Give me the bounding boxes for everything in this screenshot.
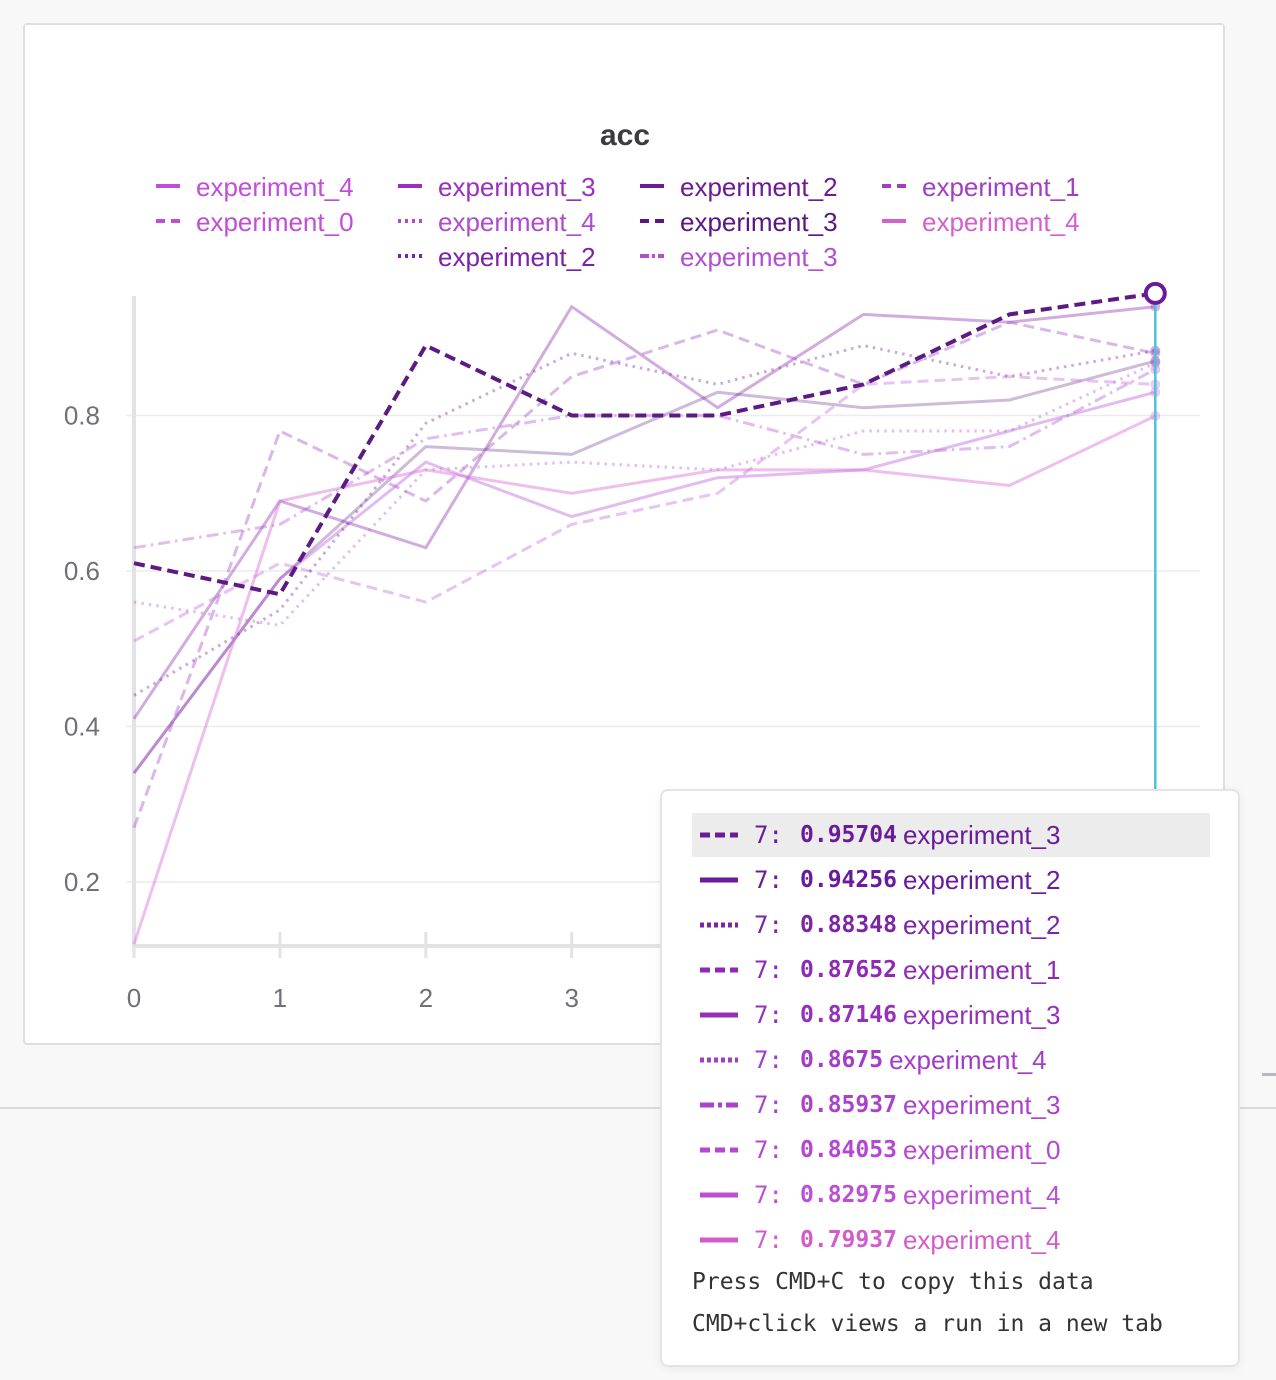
- tooltip-value: 0.87652: [800, 957, 897, 983]
- tooltip-row[interactable]: 7: 0.95704 experiment_3: [692, 813, 1210, 857]
- tooltip-swatch: [700, 1057, 738, 1063]
- tooltip-run-name: experiment_1: [902, 954, 1061, 985]
- legend-item[interactable]: experiment_4: [398, 207, 596, 237]
- tooltip-step: 7:: [754, 1181, 783, 1209]
- x-tick-label: 3: [564, 983, 578, 1013]
- legend-label: experiment_4: [922, 207, 1080, 237]
- legend-item[interactable]: experiment_3: [640, 207, 838, 237]
- legend-item[interactable]: experiment_4: [882, 207, 1080, 237]
- legend-label: experiment_4: [438, 207, 596, 237]
- section-divider: [0, 1107, 1276, 1109]
- tooltip-swatch: [700, 832, 738, 838]
- tooltip-row[interactable]: 7: 0.88348 experiment_2: [692, 903, 1210, 947]
- hover-marker: [1143, 281, 1167, 305]
- tooltip-row[interactable]: 7: 0.79937 experiment_4: [692, 1218, 1210, 1262]
- tooltip-step: 7:: [754, 1136, 783, 1164]
- legend-item[interactable]: experiment_4: [156, 172, 354, 202]
- tooltip-value: 0.79937: [800, 1227, 897, 1253]
- tooltip-value: 0.8675: [800, 1047, 884, 1073]
- tooltip-value: 0.95704: [800, 822, 897, 848]
- tooltip-swatch: [700, 1237, 738, 1243]
- tooltip-step: 7:: [754, 821, 783, 849]
- series-line-experiment_3[interactable]: [132, 305, 1156, 720]
- tooltip-value: 0.94256: [800, 867, 897, 893]
- tooltip-run-name: experiment_3: [902, 1089, 1061, 1120]
- series-line-experiment_2[interactable]: [133, 344, 1156, 697]
- legend-label: experiment_4: [196, 172, 354, 202]
- tooltip-step: 7:: [754, 1046, 783, 1074]
- series-line-experiment_2[interactable]: [132, 359, 1156, 775]
- x-tick-label: 1: [273, 983, 287, 1013]
- legend-item[interactable]: experiment_3: [640, 242, 838, 272]
- tooltip-row[interactable]: 7: 0.85937 experiment_3: [692, 1083, 1210, 1127]
- tooltip-run-name: experiment_3: [902, 819, 1061, 850]
- tooltip-value: 0.85937: [800, 1092, 897, 1118]
- tooltip-value: 0.88348: [800, 912, 897, 938]
- tooltip-swatch: [700, 1102, 738, 1108]
- tooltip-step: 7:: [754, 1226, 783, 1254]
- tooltip-swatch: [700, 967, 738, 973]
- legend-label: experiment_2: [680, 172, 838, 202]
- legend-item[interactable]: experiment_2: [398, 242, 596, 272]
- legend-label: experiment_0: [196, 207, 354, 237]
- legend-label: experiment_1: [922, 172, 1080, 202]
- y-tick-label: 0.4: [64, 712, 100, 742]
- tooltip-swatch: [700, 1012, 738, 1018]
- tooltip-row[interactable]: 7: 0.87146 experiment_3: [692, 993, 1210, 1037]
- resize-handle[interactable]: [1262, 1073, 1276, 1076]
- tooltip-run-name: experiment_4: [889, 1044, 1047, 1075]
- tooltip-swatch: [700, 1192, 738, 1198]
- tooltip-step: 7:: [754, 866, 783, 894]
- tooltip-row[interactable]: 7: 0.94256 experiment_2: [692, 858, 1210, 902]
- tooltip-row[interactable]: 7: 0.82975 experiment_4: [692, 1173, 1210, 1217]
- y-tick-label: 0.6: [64, 556, 100, 586]
- series-line-experiment_4[interactable]: [133, 361, 1156, 627]
- tooltip-swatch: [700, 877, 738, 883]
- tooltip-row[interactable]: 7: 0.8675 experiment_4: [692, 1038, 1210, 1082]
- legend-label: experiment_3: [438, 172, 596, 202]
- legend-label: experiment_3: [680, 207, 838, 237]
- x-tick-label: 2: [419, 983, 433, 1013]
- tooltip-run-name: experiment_2: [902, 909, 1061, 940]
- tooltip-copy-hint: Press CMD+C to copy this data: [692, 1269, 1094, 1295]
- tooltip-step: 7:: [754, 911, 783, 939]
- series-line-experiment_4[interactable]: [132, 390, 1156, 775]
- x-tick-label: 0: [127, 983, 141, 1013]
- legend-item[interactable]: experiment_3: [398, 172, 596, 202]
- tooltip-row[interactable]: 7: 0.87652 experiment_1: [692, 948, 1210, 992]
- tooltip-run-name: experiment_2: [902, 864, 1061, 895]
- tooltip-run-name: experiment_4: [902, 1179, 1061, 1210]
- series-line-experiment_3[interactable]: [133, 291, 1156, 597]
- series-line-experiment_3[interactable]: [133, 367, 1157, 550]
- chart-title: acc: [600, 119, 650, 152]
- tooltip-newtab-hint: CMD+click views a run in a new tab: [692, 1311, 1163, 1337]
- legend-item[interactable]: experiment_0: [156, 207, 354, 237]
- tooltip-step: 7:: [754, 1001, 783, 1029]
- y-tick-label: 0.8: [64, 401, 100, 431]
- tooltip-swatch: [700, 922, 738, 928]
- legend-label: experiment_2: [438, 242, 596, 272]
- series-line-experiment_0[interactable]: [133, 375, 1156, 643]
- tooltip-swatch: [700, 1147, 738, 1153]
- tooltip-value: 0.84053: [800, 1137, 897, 1163]
- tooltip-run-name: experiment_4: [902, 1224, 1061, 1255]
- tooltip-step: 7:: [754, 1091, 783, 1119]
- series-line-experiment_1[interactable]: [132, 320, 1156, 829]
- y-tick-label: 0.2: [64, 867, 100, 897]
- hover-tooltip: 7: 0.95704 experiment_3 7: 0.94256 experiment…: [660, 789, 1240, 1367]
- tooltip-run-name: experiment_0: [902, 1134, 1061, 1165]
- legend-label: experiment_3: [680, 242, 838, 272]
- tooltip-run-name: experiment_3: [902, 999, 1061, 1030]
- tooltip-row[interactable]: 7: 0.84053 experiment_0: [692, 1128, 1210, 1172]
- legend-item[interactable]: experiment_2: [640, 172, 838, 202]
- series-line-experiment_4[interactable]: [132, 414, 1156, 945]
- tooltip-value: 0.82975: [800, 1182, 897, 1208]
- tooltip-value: 0.87146: [800, 1002, 897, 1028]
- tooltip-step: 7:: [754, 956, 783, 984]
- legend-item[interactable]: experiment_1: [882, 172, 1080, 202]
